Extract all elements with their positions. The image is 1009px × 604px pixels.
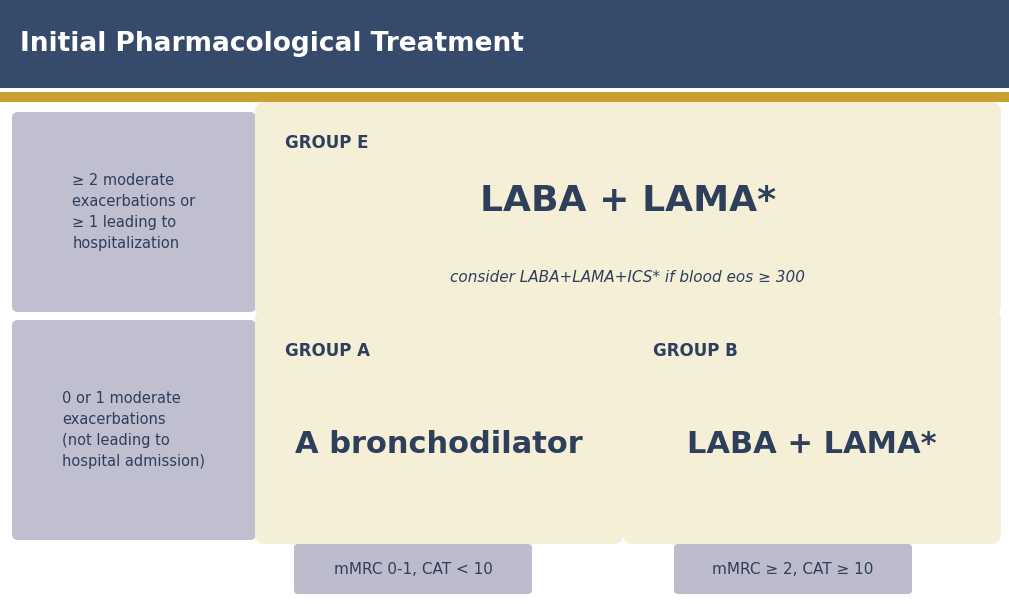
- Text: LABA + LAMA*: LABA + LAMA*: [480, 184, 776, 218]
- FancyBboxPatch shape: [0, 0, 1009, 88]
- Text: GROUP A: GROUP A: [285, 342, 370, 360]
- Text: Initial Pharmacological Treatment: Initial Pharmacological Treatment: [20, 31, 524, 57]
- Text: GROUP B: GROUP B: [653, 342, 738, 360]
- FancyBboxPatch shape: [674, 544, 912, 594]
- FancyBboxPatch shape: [255, 102, 1001, 316]
- Text: mMRC 0-1, CAT < 10: mMRC 0-1, CAT < 10: [334, 562, 492, 576]
- Text: GROUP E: GROUP E: [285, 134, 368, 152]
- FancyBboxPatch shape: [12, 320, 256, 540]
- Text: LABA + LAMA*: LABA + LAMA*: [687, 429, 936, 458]
- Text: consider LABA+LAMA+ICS* if blood eos ≥ 300: consider LABA+LAMA+ICS* if blood eos ≥ 3…: [450, 271, 805, 286]
- FancyBboxPatch shape: [623, 310, 1001, 544]
- FancyBboxPatch shape: [12, 112, 256, 312]
- Text: 0 or 1 moderate
exacerbations
(not leading to
hospital admission): 0 or 1 moderate exacerbations (not leadi…: [63, 391, 206, 469]
- FancyBboxPatch shape: [255, 310, 623, 544]
- Text: ≥ 2 moderate
exacerbations or
≥ 1 leading to
hospitalization: ≥ 2 moderate exacerbations or ≥ 1 leadin…: [73, 173, 196, 251]
- Text: mMRC ≥ 2, CAT ≥ 10: mMRC ≥ 2, CAT ≥ 10: [712, 562, 874, 576]
- FancyBboxPatch shape: [294, 544, 532, 594]
- Text: A bronchodilator: A bronchodilator: [295, 429, 583, 458]
- FancyBboxPatch shape: [0, 88, 1009, 92]
- FancyBboxPatch shape: [0, 92, 1009, 102]
